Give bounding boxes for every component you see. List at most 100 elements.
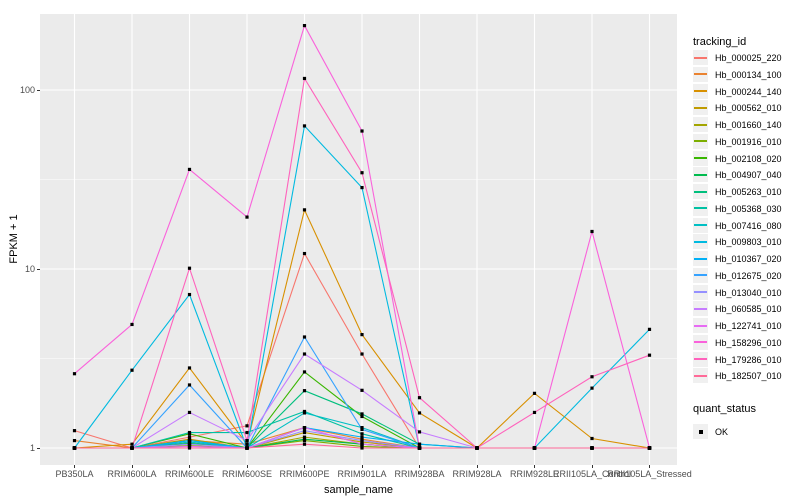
x-tick-label-RRII105LA_Stressed: RRII105LA_Stressed xyxy=(607,469,692,479)
data-point xyxy=(187,438,192,443)
data-point xyxy=(130,446,134,450)
data-point xyxy=(187,266,192,270)
data-point xyxy=(360,432,364,436)
x-tick-label-RRIM928LA: RRIM928LA xyxy=(452,469,502,479)
x-tick-label-RRIM600LA: RRIM600LA xyxy=(107,469,157,479)
data-point xyxy=(532,410,537,415)
y-axis-title: FPKM + 1 xyxy=(8,214,20,264)
legend-key-swatch xyxy=(693,184,708,199)
x-axis-title: sample_name xyxy=(323,484,394,496)
quant-ok-label: OK xyxy=(715,427,729,437)
data-point xyxy=(72,438,77,443)
data-point xyxy=(475,446,479,450)
legend-item-label: Hb_000134_100 xyxy=(715,69,782,80)
x-tick-label-RRIM928LE: RRIM928LE xyxy=(509,469,560,479)
legend-key-swatch xyxy=(693,50,708,65)
data-point xyxy=(187,366,192,370)
data-point xyxy=(417,430,422,434)
data-point xyxy=(360,446,364,450)
data-point xyxy=(417,442,422,446)
y-tick-label: 10 xyxy=(24,263,35,274)
data-point xyxy=(360,171,364,175)
legend-item-label: Hb_001916_010 xyxy=(715,136,782,147)
data-point xyxy=(302,426,307,430)
data-point xyxy=(360,435,364,439)
data-point xyxy=(302,335,307,339)
legend-item-label: Hb_005263_010 xyxy=(715,187,782,197)
data-point xyxy=(360,442,364,446)
data-point xyxy=(187,430,192,435)
data-point xyxy=(302,437,307,441)
data-point xyxy=(417,411,422,415)
legend-line-icon xyxy=(694,73,707,76)
data-point xyxy=(72,446,77,450)
legend-line-icon xyxy=(694,358,707,360)
quant-ok-key xyxy=(693,424,708,439)
data-point xyxy=(302,435,307,439)
legend-line-icon xyxy=(694,291,707,293)
data-point xyxy=(72,429,77,433)
legend-line-icon xyxy=(694,123,707,126)
data-point xyxy=(417,396,422,400)
legend-key-swatch xyxy=(693,368,708,384)
data-point xyxy=(302,352,307,356)
data-point xyxy=(360,388,364,392)
legend-key-swatch xyxy=(693,167,708,183)
legend-key-swatch xyxy=(693,83,708,99)
data-point xyxy=(532,391,537,395)
data-point xyxy=(360,426,364,430)
x-tick-label-RRIM928BA: RRIM928BA xyxy=(394,469,445,479)
legend-line-icon xyxy=(694,90,707,92)
data-point xyxy=(590,436,594,441)
legend-line-icon xyxy=(694,374,707,377)
legend-item-label: Hb_010367_020 xyxy=(715,254,782,264)
data-point xyxy=(130,322,134,327)
legend-item-label: Hb_000025_220 xyxy=(715,53,782,63)
data-point xyxy=(302,251,307,256)
data-point xyxy=(245,424,249,428)
legend-item-label: Hb_007416_080 xyxy=(715,220,782,231)
legend-item-label: Hb_179286_010 xyxy=(715,354,782,365)
x-tick-mark xyxy=(534,465,535,468)
legend-item-label: Hb_000244_140 xyxy=(715,86,782,97)
legend-key-swatch xyxy=(693,318,708,333)
data-point xyxy=(360,427,364,432)
legend-key-swatch xyxy=(693,301,708,317)
data-point xyxy=(187,383,192,387)
x-tick-mark xyxy=(361,465,363,468)
data-point xyxy=(417,446,422,450)
legend-line-icon xyxy=(694,106,707,109)
legend-item-label: Hb_005368_030 xyxy=(715,203,782,214)
legend-title-tracking-id: tracking_id xyxy=(693,36,747,48)
plot-canvas xyxy=(40,14,677,465)
data-point xyxy=(245,442,249,446)
x-tick-mark xyxy=(419,465,420,468)
data-point xyxy=(590,375,594,379)
legend-item-label: Hb_000562_010 xyxy=(715,103,782,114)
legend-key-swatch xyxy=(693,351,708,367)
legend-item-label: Hb_012675_020 xyxy=(715,270,782,281)
legend-item-label: Hb_004907_040 xyxy=(715,170,782,181)
x-tick-label-PB350LA: PB350LA xyxy=(55,469,94,479)
data-point xyxy=(187,435,192,439)
legend-item-label: Hb_158296_010 xyxy=(715,337,782,348)
legend-key-swatch xyxy=(693,150,708,166)
x-tick-mark xyxy=(476,465,478,468)
data-point xyxy=(302,389,307,393)
legend-item-label: Hb_182507_010 xyxy=(715,371,782,382)
legend-item-label: Hb_060585_010 xyxy=(715,304,782,315)
data-point xyxy=(245,446,249,450)
y-tick-mark xyxy=(36,447,40,449)
legend-key-swatch xyxy=(693,100,708,116)
legend-key-swatch xyxy=(693,133,708,149)
black-square-marker-icon xyxy=(698,429,703,434)
x-tick-mark xyxy=(131,465,133,468)
legend-key-swatch xyxy=(693,66,708,82)
legend-item-label: Hb_001660_140 xyxy=(715,120,782,130)
data-point xyxy=(647,327,652,331)
legend-line-icon xyxy=(694,190,707,193)
data-point xyxy=(532,446,537,450)
y-tick-mark xyxy=(36,268,40,270)
data-point xyxy=(360,412,364,416)
x-tick-mark xyxy=(189,465,190,468)
